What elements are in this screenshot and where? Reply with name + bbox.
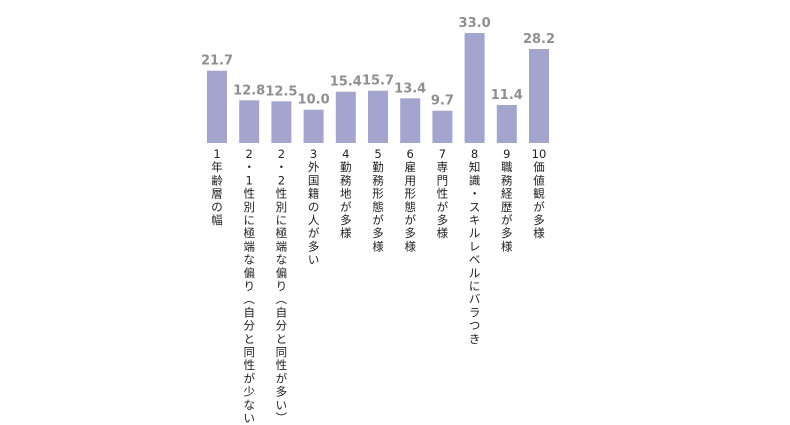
bar-value-label-6: 15.7 bbox=[362, 74, 394, 89]
category-label-6: 5 勤務形態が多様 bbox=[372, 147, 384, 253]
category-label-3: 2 ・ 2 性別に極端な偏り︵自分と同性が多い︶ bbox=[276, 147, 288, 425]
bar-5 bbox=[335, 91, 356, 143]
bar-value-label-3: 12.5 bbox=[265, 84, 297, 99]
bar-value-label-1: 21.7 bbox=[201, 54, 233, 69]
category-label-7: 6 雇用形態が多様 bbox=[404, 147, 416, 253]
category-label-10: 9 職務経歴が多様 bbox=[501, 147, 513, 253]
bar-11 bbox=[529, 49, 549, 143]
bar-value-label-2: 12.8 bbox=[233, 83, 265, 98]
category-label-4: 3 外国籍の人が多い bbox=[308, 147, 320, 267]
bars-group bbox=[207, 33, 549, 143]
category-label-9: 8 知識・スキルレベルにバラつき bbox=[469, 147, 481, 346]
bar-value-label-8: 9.7 bbox=[431, 94, 454, 109]
bar-2 bbox=[239, 100, 260, 143]
bar-value-label-5: 15.4 bbox=[330, 75, 362, 90]
category-label-11: 10 価値観が多様 bbox=[532, 147, 547, 240]
bar-value-label-7: 13.4 bbox=[394, 81, 426, 96]
bar-value-label-9: 33.0 bbox=[459, 16, 491, 31]
category-label-5: 4 勤務地が多様 bbox=[340, 147, 352, 240]
bar-1 bbox=[207, 70, 227, 143]
bar-value-label-10: 11.4 bbox=[491, 88, 523, 103]
bar-6 bbox=[368, 90, 388, 143]
value-labels-group: 21.712.8 12.510.015.4 15.713.4 9.7 33.0 11.4 2… bbox=[201, 16, 555, 109]
bar-9 bbox=[464, 33, 485, 143]
bar-10 bbox=[496, 105, 517, 143]
category-label-8: 7 専門性が多様 bbox=[437, 147, 449, 240]
bar-3 bbox=[271, 101, 292, 143]
bar-7 bbox=[400, 98, 421, 143]
bar-8 bbox=[432, 110, 453, 143]
bar-value-label-11: 28.2 bbox=[523, 32, 555, 47]
bar-value-label-4: 10.0 bbox=[298, 93, 330, 108]
category-label-1: 1 年齢層の幅 bbox=[211, 147, 223, 227]
bar-4 bbox=[303, 109, 324, 143]
